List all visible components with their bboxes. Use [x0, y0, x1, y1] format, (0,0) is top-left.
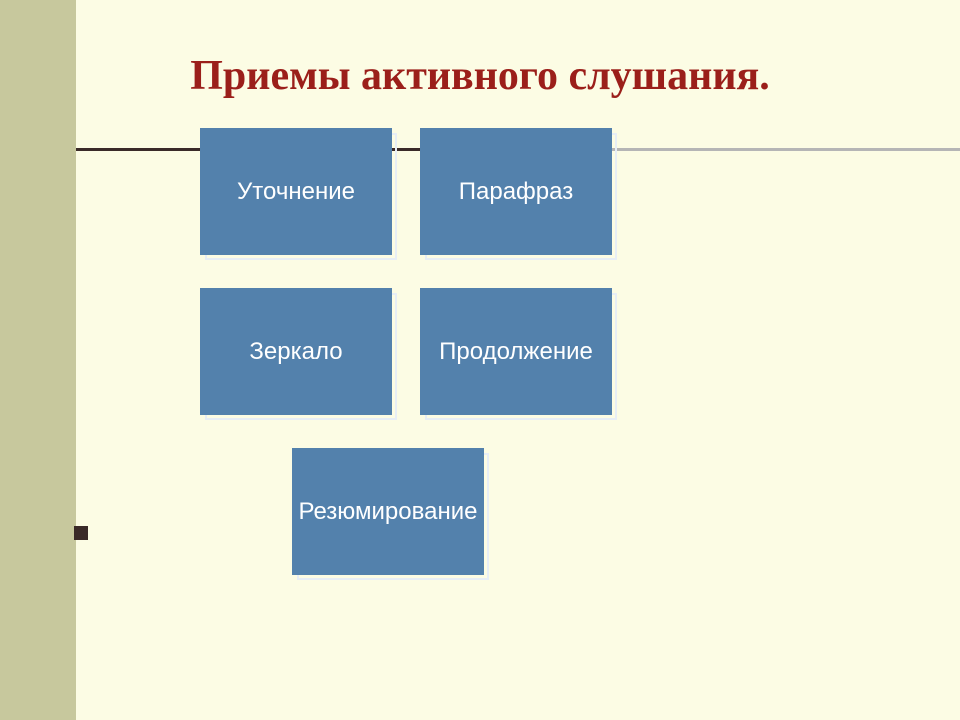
box-paraphrase: Парафраз [420, 128, 612, 255]
box-summary: Резюмирование [292, 448, 484, 575]
box-paraphrase-label: Парафраз [459, 178, 573, 206]
bullet-marker [74, 526, 88, 540]
box-mirror-label: Зеркало [249, 338, 342, 366]
box-summary-label: Резюмирование [299, 498, 478, 526]
box-clarification: Уточнение [200, 128, 392, 255]
box-continuation-label: Продолжение [439, 338, 593, 366]
box-clarification-label: Уточнение [237, 178, 355, 206]
slide-title: Приемы активного слушания. [0, 52, 960, 100]
box-continuation: Продолжение [420, 288, 612, 415]
sidebar-accent [0, 0, 76, 720]
box-mirror: Зеркало [200, 288, 392, 415]
